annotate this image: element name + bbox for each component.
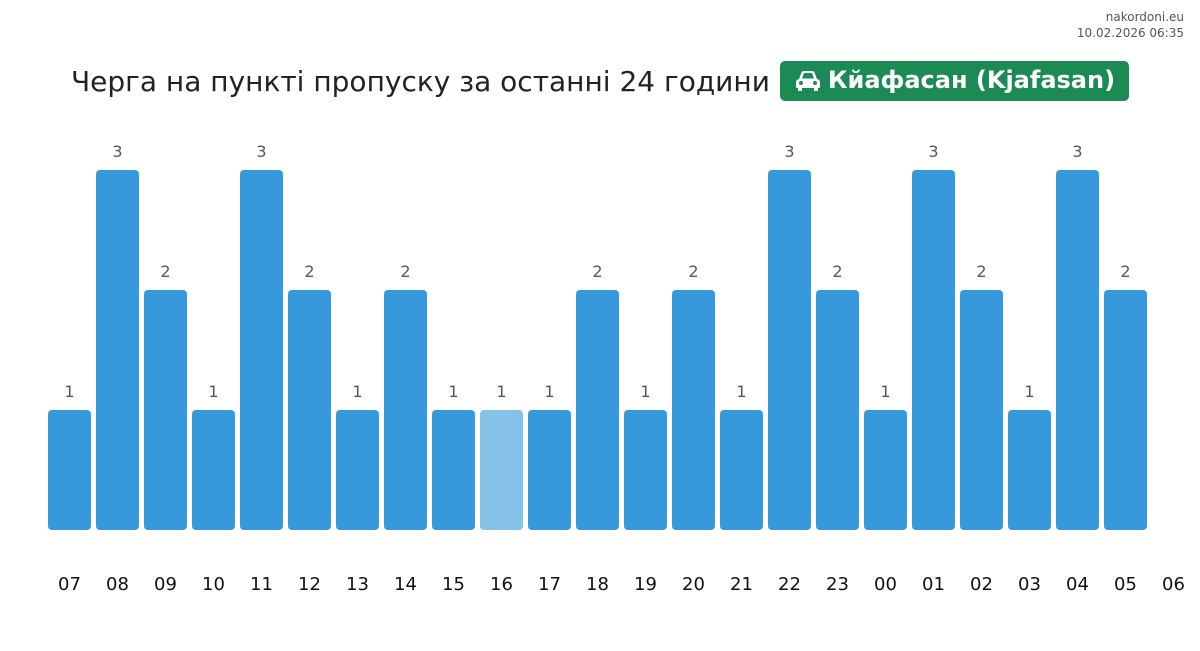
bar-14 — [384, 290, 427, 530]
x-tick-label: 07 — [58, 574, 81, 595]
x-tick-label: 02 — [970, 574, 993, 595]
bar-11 — [240, 170, 283, 530]
bar-value-label: 3 — [256, 142, 266, 161]
bar-07 — [48, 410, 91, 530]
bar-value-label: 2 — [160, 262, 170, 281]
bar-09 — [144, 290, 187, 530]
bar-12 — [288, 290, 331, 530]
x-tick-label: 03 — [1018, 574, 1041, 595]
x-tick-label: 08 — [106, 574, 129, 595]
x-tick-label: 06 — [1162, 574, 1185, 595]
x-tick-label: 12 — [298, 574, 321, 595]
bar-value-label: 1 — [64, 382, 74, 401]
x-tick-label: 04 — [1066, 574, 1089, 595]
x-tick-label: 09 — [154, 574, 177, 595]
bar-21 — [720, 410, 763, 530]
bar-16 — [480, 410, 523, 530]
x-tick-label: 17 — [538, 574, 561, 595]
bar-15 — [432, 410, 475, 530]
bar-04 — [1056, 170, 1099, 530]
bar-20 — [672, 290, 715, 530]
x-tick-label: 23 — [826, 574, 849, 595]
bar-value-label: 2 — [1120, 262, 1130, 281]
bar-10 — [192, 410, 235, 530]
x-tick-label: 18 — [586, 574, 609, 595]
bar-value-label: 1 — [496, 382, 506, 401]
checkpoint-badge: Кйафасан (Kjafasan) — [779, 61, 1130, 101]
car-icon — [794, 68, 822, 92]
bar-value-label: 1 — [880, 382, 890, 401]
bar-value-label: 3 — [784, 142, 794, 161]
bar-value-label: 1 — [448, 382, 458, 401]
bar-19 — [624, 410, 667, 530]
bar-value-label: 3 — [112, 142, 122, 161]
source-info: nakordoni.eu 10.02.2026 06:35 — [1077, 9, 1184, 41]
bar-05 — [1104, 290, 1147, 530]
bar-value-label: 1 — [640, 382, 650, 401]
bar-value-label: 2 — [304, 262, 314, 281]
x-tick-label: 20 — [682, 574, 705, 595]
bar-value-label: 1 — [1024, 382, 1034, 401]
bar-value-label: 1 — [736, 382, 746, 401]
x-tick-label: 10 — [202, 574, 225, 595]
x-tick-label: 05 — [1114, 574, 1137, 595]
bar-value-label: 2 — [688, 262, 698, 281]
bar-18 — [576, 290, 619, 530]
x-tick-label: 14 — [394, 574, 417, 595]
bar-value-label: 2 — [976, 262, 986, 281]
x-tick-label: 16 — [490, 574, 513, 595]
source-timestamp: 10.02.2026 06:35 — [1076, 26, 1184, 40]
x-tick-label: 13 — [346, 574, 369, 595]
bar-value-label: 2 — [832, 262, 842, 281]
bar-08 — [96, 170, 139, 530]
bar-value-label: 1 — [208, 382, 218, 401]
bar-value-label: 3 — [1072, 142, 1082, 161]
x-tick-label: 19 — [634, 574, 657, 595]
bar-17 — [528, 410, 571, 530]
bar-13 — [336, 410, 379, 530]
x-tick-label: 11 — [250, 574, 273, 595]
chart-header: Черга на пункті пропуску за останні 24 г… — [0, 58, 1200, 104]
bar-03 — [1008, 410, 1051, 530]
bar-value-label: 1 — [352, 382, 362, 401]
x-tick-label: 15 — [442, 574, 465, 595]
checkpoint-name: Кйафасан (Kjafasan) — [827, 66, 1116, 94]
x-tick-label: 00 — [874, 574, 897, 595]
bar-value-label: 3 — [928, 142, 938, 161]
bar-value-label: 2 — [592, 262, 602, 281]
chart-title: Черга на пункті пропуску за останні 24 г… — [70, 64, 770, 98]
bar-02 — [960, 290, 1003, 530]
bar-22 — [768, 170, 811, 530]
bar-00 — [864, 410, 907, 530]
bar-value-label: 2 — [400, 262, 410, 281]
x-tick-label: 01 — [922, 574, 945, 595]
bar-01 — [912, 170, 955, 530]
source-site: nakordoni.eu — [1105, 10, 1184, 24]
x-tick-label: 22 — [778, 574, 801, 595]
bar-23 — [816, 290, 859, 530]
x-tick-label: 21 — [730, 574, 753, 595]
bar-value-label: 1 — [544, 382, 554, 401]
